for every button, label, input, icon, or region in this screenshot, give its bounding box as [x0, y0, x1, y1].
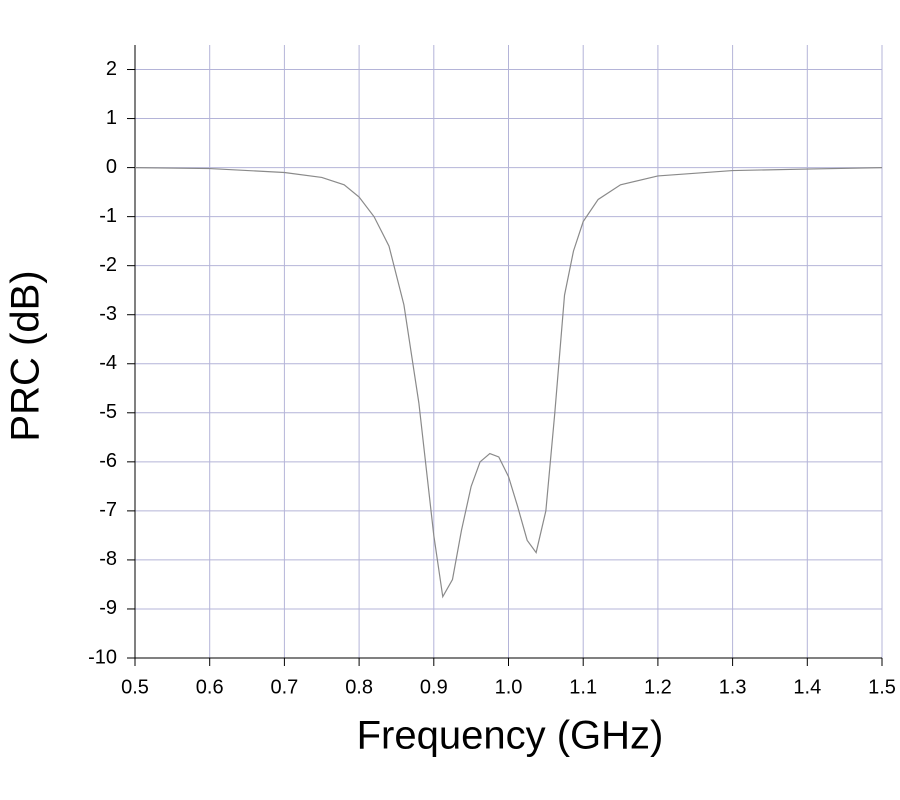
- y-tick-label: -7: [99, 499, 117, 521]
- y-tick-label: -8: [99, 548, 117, 570]
- x-tick-label: 0.7: [270, 676, 298, 698]
- y-tick-label: -5: [99, 401, 117, 423]
- y-tick-label: 1: [106, 107, 117, 129]
- x-tick-label: 0.5: [121, 676, 149, 698]
- x-tick-label: 0.9: [420, 676, 448, 698]
- y-tick-label: -9: [99, 597, 117, 619]
- y-tick-label: -6: [99, 450, 117, 472]
- y-tick-label: -1: [99, 205, 117, 227]
- x-tick-label: 1.0: [495, 676, 523, 698]
- y-tick-label: 0: [106, 156, 117, 178]
- y-tick-label: -3: [99, 303, 117, 325]
- x-tick-label: 1.2: [644, 676, 672, 698]
- y-tick-label: -10: [88, 646, 117, 668]
- x-tick-label: 1.5: [868, 676, 896, 698]
- y-tick-label: 2: [106, 58, 117, 80]
- x-tick-label: 0.8: [345, 676, 373, 698]
- x-tick-label: 1.4: [793, 676, 821, 698]
- y-tick-label: -4: [99, 352, 117, 374]
- data-line: [134, 167, 883, 599]
- x-tick-label: 0.6: [196, 676, 224, 698]
- y-axis-title: PRC (dB): [4, 270, 48, 441]
- x-tick-label: 1.3: [719, 676, 747, 698]
- x-axis-title: Frequency (GHz): [357, 714, 664, 758]
- x-tick-label: 1.1: [569, 676, 597, 698]
- y-tick-label: -2: [99, 254, 117, 276]
